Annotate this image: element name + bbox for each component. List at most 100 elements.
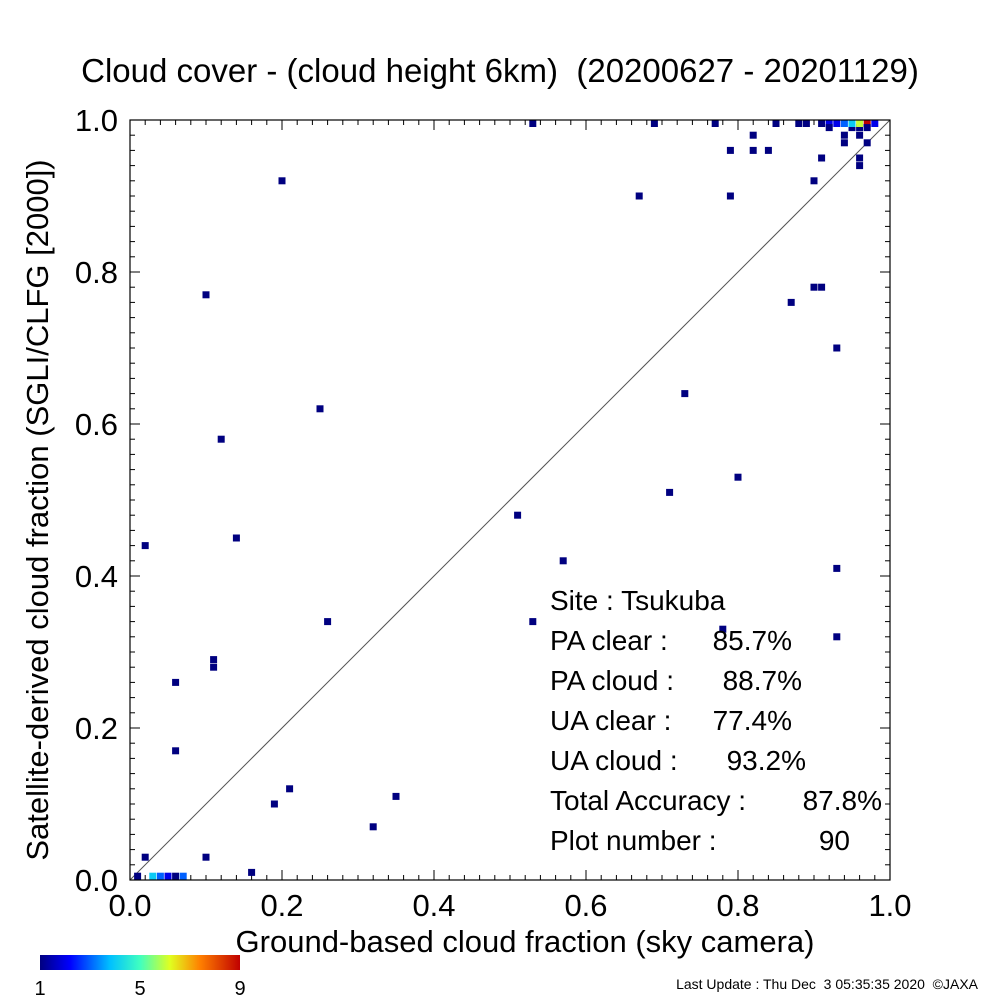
data-points — [134, 120, 879, 880]
data-point — [726, 192, 734, 200]
data-point — [529, 120, 537, 127]
data-point — [232, 534, 240, 542]
data-point — [818, 154, 826, 162]
data-point — [666, 488, 674, 496]
chart-title: Cloud cover - (cloud height 6km) (202006… — [81, 52, 919, 89]
stat-value: 85.7% — [713, 625, 792, 656]
x-axis-label: Ground-based cloud fraction (sky camera) — [236, 924, 815, 959]
data-point — [833, 564, 841, 572]
data-point — [529, 618, 537, 626]
data-point — [840, 131, 848, 139]
data-point — [810, 283, 818, 291]
data-point — [650, 120, 658, 127]
data-point — [369, 823, 377, 831]
data-point — [681, 390, 689, 398]
stat-label: UA clear : — [550, 705, 671, 736]
colorbar-tick-label: 5 — [134, 978, 145, 1000]
data-point — [635, 192, 643, 200]
data-point — [749, 131, 757, 139]
data-point — [818, 283, 826, 291]
plot-frame — [129, 119, 891, 881]
data-point — [848, 124, 856, 132]
stat-label: UA cloud : — [550, 745, 678, 776]
stat-value: 90 — [819, 825, 850, 856]
stat-value: 87.8% — [803, 785, 882, 816]
data-point — [825, 120, 833, 127]
data-point — [719, 625, 727, 633]
stat-value: 93.2% — [727, 745, 806, 776]
x-tick-label: 0.2 — [260, 888, 303, 923]
data-point — [248, 868, 256, 876]
stat-value: 88.7% — [723, 665, 802, 696]
tick-labels: 0.0 0.2 0.4 0.6 0.8 1.0 0.0 0.2 0.4 0.6 0.8 1.0 — [75, 103, 912, 923]
data-point — [787, 298, 795, 306]
one-to-one-line — [129, 119, 891, 881]
data-point — [210, 663, 218, 671]
data-point — [810, 177, 818, 185]
data-point — [856, 131, 864, 139]
data-point — [270, 800, 278, 808]
data-point — [749, 146, 757, 154]
data-point — [392, 792, 400, 800]
y-tick-label: 0.4 — [75, 559, 118, 594]
data-point — [172, 678, 180, 686]
data-point — [764, 146, 772, 154]
x-tick-label: 0.4 — [412, 888, 455, 923]
colorbar-tick-label: 1 — [34, 978, 45, 1000]
statistics-box: Site : Tsukuba PA clear : 85.7% PA cloud : 8… — [550, 585, 882, 856]
data-point — [559, 557, 567, 565]
stat-label: Plot number : — [550, 825, 717, 856]
data-point — [856, 124, 864, 132]
stat-label: Site : Tsukuba — [550, 585, 726, 616]
data-point — [833, 120, 841, 127]
data-point — [217, 435, 225, 443]
colorbar-gradient — [40, 955, 240, 970]
data-point — [149, 872, 157, 880]
data-point — [856, 120, 864, 127]
y-tick-label: 0.2 — [75, 711, 118, 746]
data-point — [871, 120, 879, 127]
y-tick-label: 0.8 — [75, 255, 118, 290]
data-point — [856, 154, 864, 162]
data-point — [840, 139, 848, 147]
data-point — [134, 872, 142, 880]
data-point — [863, 124, 871, 132]
stat-label: PA clear : — [550, 625, 668, 656]
data-point — [802, 120, 810, 127]
data-point — [316, 405, 324, 413]
data-point — [772, 120, 780, 127]
data-point — [848, 120, 856, 127]
x-tick-label: 0.8 — [716, 888, 759, 923]
data-point — [711, 120, 719, 127]
data-point — [514, 511, 522, 519]
data-point — [202, 291, 210, 299]
y-tick-label: 0.0 — [75, 863, 118, 898]
y-tick-label: 0.6 — [75, 407, 118, 442]
data-point — [278, 177, 286, 185]
data-point — [863, 139, 871, 147]
data-point — [286, 785, 294, 793]
data-point — [172, 747, 180, 755]
data-point — [856, 162, 864, 170]
data-point — [324, 618, 332, 626]
data-point — [141, 853, 149, 861]
stat-label: Total Accuracy : — [550, 785, 746, 816]
y-tick-label: 1.0 — [75, 103, 118, 138]
data-point — [156, 872, 164, 880]
last-update-footer: Last Update : Thu Dec 3 05:35:35 2020 ©J… — [676, 976, 978, 992]
data-point — [825, 124, 833, 132]
data-point — [833, 633, 841, 641]
data-point — [734, 473, 742, 481]
data-point — [141, 542, 149, 550]
data-point — [840, 120, 848, 127]
colorbar: 1 5 9 — [34, 955, 246, 1000]
x-tick-label: 0.6 — [564, 888, 607, 923]
data-point — [210, 656, 218, 664]
data-point — [818, 120, 826, 127]
data-point — [795, 120, 803, 127]
data-point — [172, 872, 180, 880]
x-tick-label: 0.0 — [108, 888, 151, 923]
data-point — [164, 872, 172, 880]
data-point — [833, 344, 841, 352]
